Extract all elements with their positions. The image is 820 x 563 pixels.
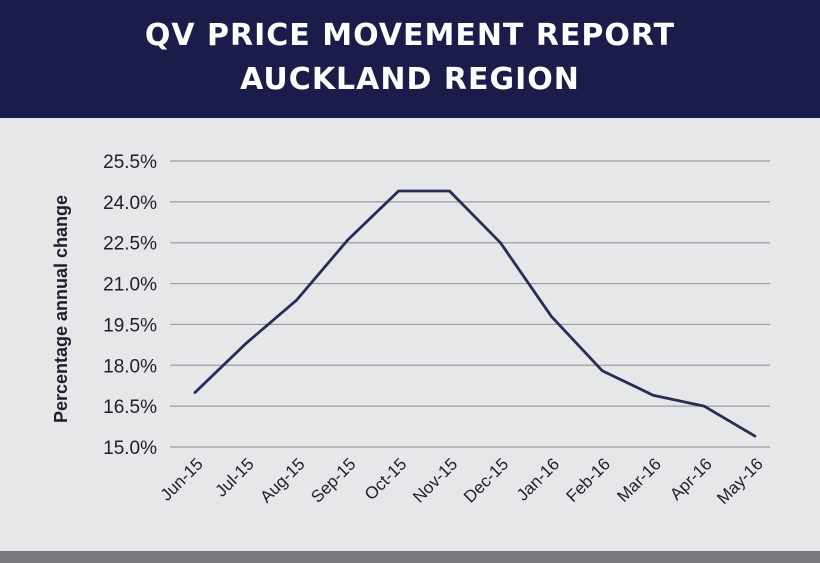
- header-title-line2: AUCKLAND REGION: [240, 62, 580, 97]
- x-tick-label: Sep-15: [307, 454, 359, 506]
- header-title-line1: QV PRICE MOVEMENT REPORT: [144, 18, 676, 53]
- y-tick-label: 18.0%: [103, 356, 157, 377]
- series-group: [193, 189, 757, 438]
- x-tick-label: Nov-15: [409, 454, 461, 506]
- y-tick-label: 24.0%: [103, 193, 157, 214]
- y-axis-label: Percentage annual change: [51, 195, 71, 423]
- y-tick-label: 25.5%: [103, 152, 157, 173]
- series-line-0: [193, 189, 757, 438]
- x-tick-label: Oct-15: [361, 454, 411, 504]
- y-tick-label: 19.5%: [103, 315, 157, 336]
- x-tick-label: Mar-16: [613, 454, 665, 506]
- x-tick-label: Dec-15: [460, 454, 512, 506]
- footer-bar: [0, 551, 820, 563]
- x-tick-label: May-16: [713, 454, 767, 508]
- y-tick-label: 21.0%: [103, 275, 157, 296]
- chart-area: 15.0% 16.5% 18.0% 19.5% 21.0% 22.5% 24.0% 25.5%…: [0, 118, 820, 551]
- x-tick-label: Jul-15: [212, 454, 258, 500]
- y-tick-label: 16.5%: [103, 397, 157, 418]
- line-chart: 15.0% 16.5% 18.0% 19.5% 21.0% 22.5% 24.0% 25.5%…: [51, 152, 770, 508]
- grid-lines: [170, 160, 770, 448]
- y-tick-labels: 15.0% 16.5% 18.0% 19.5% 21.0% 22.5% 24.0% 25.5%: [103, 152, 157, 459]
- report-header: QV PRICE MOVEMENT REPORT AUCKLAND REGION: [0, 0, 820, 118]
- y-tick-label: 15.0%: [103, 438, 157, 459]
- x-tick-label: Jun-15: [157, 454, 207, 504]
- x-tick-label: Jan-16: [513, 454, 563, 504]
- y-tick-label: 22.5%: [103, 234, 157, 255]
- x-tick-label: Apr-16: [666, 454, 716, 504]
- x-tick-label: Aug-15: [256, 454, 308, 506]
- x-tick-label: Feb-16: [562, 454, 614, 506]
